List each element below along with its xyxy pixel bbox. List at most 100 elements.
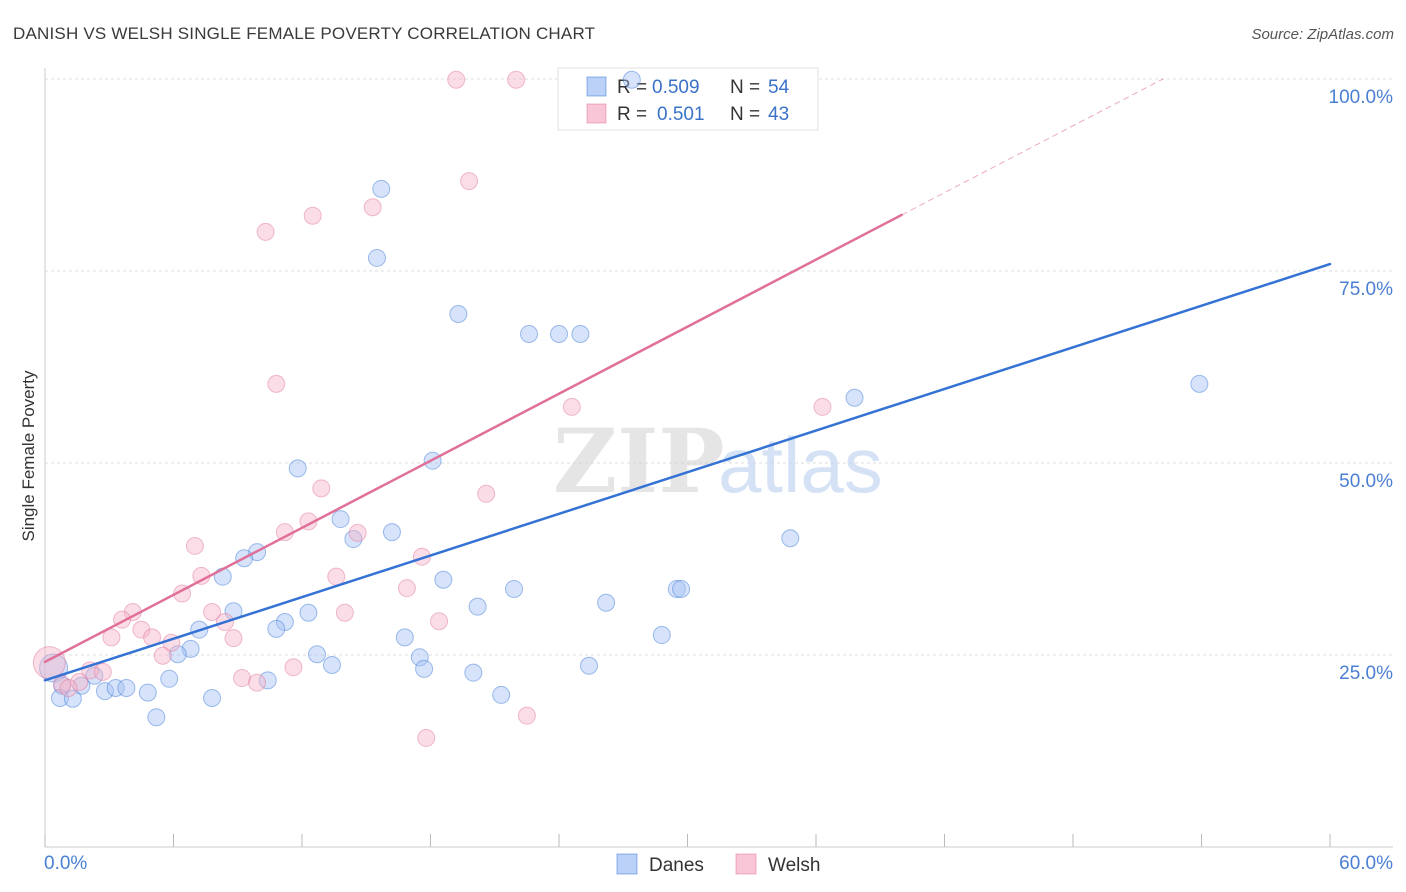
welsh-point bbox=[203, 602, 222, 621]
danes-point bbox=[53, 676, 72, 695]
welsh-point bbox=[93, 662, 112, 681]
danes-point bbox=[258, 671, 277, 690]
danes-point bbox=[622, 70, 641, 89]
danes-point bbox=[781, 529, 800, 548]
danes-point bbox=[410, 648, 429, 667]
welsh-point bbox=[59, 679, 78, 698]
welsh-point bbox=[447, 70, 466, 89]
danes-point bbox=[168, 645, 187, 664]
danes-point bbox=[464, 663, 483, 682]
danes-point bbox=[72, 676, 91, 695]
trend-lines bbox=[43, 78, 1332, 682]
welsh-point bbox=[430, 612, 449, 631]
y-tick-label: 75.0% bbox=[1339, 279, 1393, 300]
danes-point bbox=[672, 579, 691, 598]
danes-point bbox=[147, 708, 166, 727]
danes-point bbox=[505, 579, 524, 598]
danes-point bbox=[322, 655, 341, 674]
danes-n-value: 54 bbox=[768, 77, 790, 98]
y-tick-label: 25.0% bbox=[1339, 663, 1393, 684]
danes-point bbox=[288, 459, 307, 478]
danes-point bbox=[550, 324, 568, 343]
danes-point bbox=[299, 603, 318, 622]
welsh-points bbox=[32, 70, 832, 747]
welsh-point bbox=[312, 479, 331, 498]
welsh-point bbox=[477, 484, 496, 503]
danes-r-label: R = bbox=[617, 77, 647, 98]
danes-point bbox=[579, 656, 598, 675]
danes-point bbox=[307, 645, 326, 664]
danes-point bbox=[106, 679, 125, 698]
welsh-point bbox=[507, 70, 526, 89]
welsh-point bbox=[284, 658, 303, 677]
legend-item-danes[interactable]: Danes bbox=[616, 853, 704, 876]
welsh-point bbox=[70, 672, 89, 691]
danes-point bbox=[267, 619, 286, 638]
danes-points bbox=[39, 70, 1209, 727]
welsh-point bbox=[562, 397, 581, 416]
danes-point bbox=[85, 666, 104, 685]
danes-point bbox=[367, 248, 386, 267]
danes-point bbox=[138, 683, 157, 702]
danes-point bbox=[213, 567, 232, 586]
welsh-point bbox=[303, 206, 322, 225]
danes-point bbox=[492, 685, 511, 704]
welsh-point bbox=[132, 620, 151, 639]
danes-point bbox=[117, 679, 136, 698]
watermark-atlas: atlas bbox=[718, 421, 883, 509]
welsh-legend-swatch[interactable] bbox=[735, 853, 757, 875]
y-axis-title: Single Female Poverty bbox=[19, 370, 38, 542]
stats-legend: R = 0.509 N = 54 R = 0.501 N = 43 bbox=[557, 67, 819, 131]
y-tick-label: 100.0% bbox=[1329, 87, 1394, 108]
danes-legend-swatch bbox=[586, 76, 607, 97]
danes-point bbox=[468, 597, 487, 616]
legend-item-welsh[interactable]: Welsh bbox=[735, 853, 820, 876]
x-tick-label: 60.0% bbox=[1339, 853, 1393, 874]
x-tick-label: 0.0% bbox=[44, 853, 87, 874]
welsh-point bbox=[153, 646, 172, 665]
welsh-point bbox=[32, 646, 66, 680]
danes-point bbox=[395, 628, 414, 647]
danes-point bbox=[63, 689, 82, 708]
series-legend: Danes Welsh bbox=[616, 853, 820, 876]
danes-legend-swatch[interactable] bbox=[616, 853, 638, 875]
danes-point bbox=[203, 689, 222, 708]
danes-point bbox=[597, 593, 616, 612]
danes-point bbox=[667, 579, 686, 598]
welsh-point bbox=[335, 603, 354, 622]
welsh-point bbox=[256, 222, 275, 241]
danes-point bbox=[372, 179, 391, 198]
danes-point bbox=[845, 388, 864, 407]
welsh-legend-label[interactable]: Welsh bbox=[768, 855, 820, 876]
danes-point bbox=[415, 659, 434, 678]
danes-point bbox=[160, 669, 179, 688]
danes-point bbox=[520, 324, 539, 343]
welsh-point bbox=[813, 397, 832, 416]
welsh-point bbox=[517, 706, 536, 725]
welsh-point bbox=[267, 374, 286, 393]
welsh-point bbox=[224, 629, 243, 648]
danes-point bbox=[1190, 374, 1209, 393]
welsh-r-label: R = bbox=[617, 104, 647, 125]
welsh-point bbox=[397, 579, 416, 598]
danes-point bbox=[344, 530, 363, 549]
welsh-trend-line bbox=[43, 213, 903, 664]
danes-point bbox=[382, 523, 401, 542]
danes-point bbox=[275, 612, 294, 631]
welsh-trend-extension bbox=[901, 78, 1164, 216]
danes-point bbox=[181, 639, 200, 658]
danes-point bbox=[571, 324, 590, 343]
danes-legend-label[interactable]: Danes bbox=[649, 855, 704, 876]
welsh-point bbox=[460, 172, 479, 191]
danes-trend-line bbox=[43, 262, 1332, 682]
welsh-point bbox=[327, 567, 346, 586]
welsh-point bbox=[348, 523, 367, 542]
welsh-point bbox=[185, 536, 204, 555]
watermark: ZIP atlas bbox=[553, 409, 883, 513]
source-label: Source: ZipAtlas.com bbox=[1251, 26, 1394, 43]
danes-point bbox=[434, 570, 453, 589]
chart-title: DANISH VS WELSH SINGLE FEMALE POVERTY CO… bbox=[13, 24, 595, 43]
danes-n-label: N = bbox=[730, 77, 760, 98]
danes-point bbox=[331, 510, 350, 529]
